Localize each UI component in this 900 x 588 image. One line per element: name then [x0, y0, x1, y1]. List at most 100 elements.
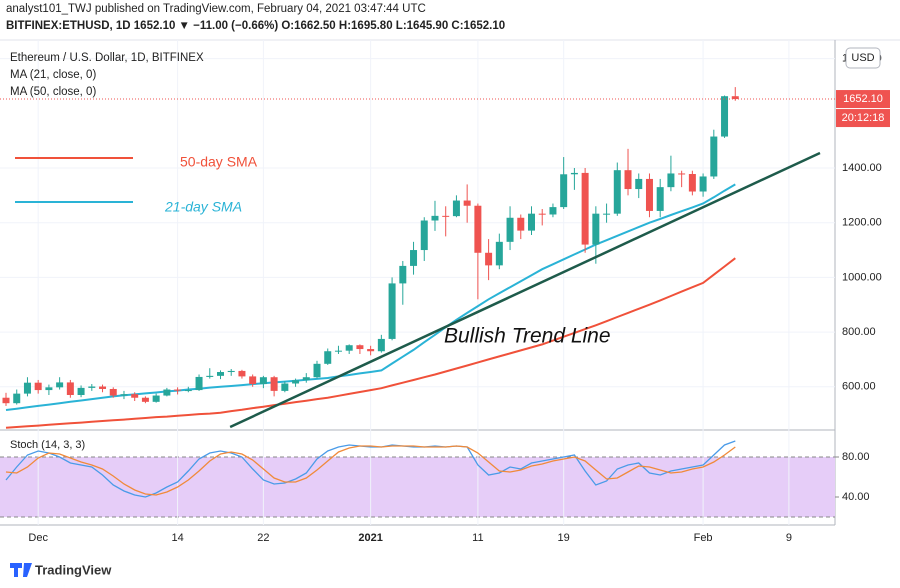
header-line1: analyst101_TWJ published on TradingView.… — [6, 3, 426, 15]
candle-body — [613, 170, 621, 214]
candle-body — [88, 386, 96, 388]
symbol-title: Ethereum / U.S. Dollar, 1D, BITFINEX — [10, 52, 204, 64]
y-tick-label: 1000.00 — [842, 271, 882, 283]
candle-body — [2, 397, 10, 404]
candle-body — [442, 215, 450, 217]
candle-body — [174, 389, 182, 391]
candle-body — [56, 382, 64, 388]
stoch-line — [5, 440, 736, 498]
candle-body — [45, 387, 53, 391]
candle-body — [216, 372, 224, 376]
candle-body — [678, 173, 686, 175]
candle-body — [710, 136, 718, 177]
x-tick-label: Feb — [694, 532, 713, 544]
candle-body — [667, 173, 675, 188]
candle-body — [431, 215, 439, 221]
candle-body — [452, 200, 460, 217]
candle-body — [485, 252, 493, 266]
candle-body — [206, 375, 214, 377]
tv-logo — [10, 563, 32, 577]
candle-body — [195, 376, 203, 391]
indicator-label: MA (21, close, 0) — [10, 69, 96, 81]
candle-body — [270, 377, 278, 391]
stoch-line — [5, 445, 736, 496]
candle-body — [99, 386, 107, 389]
candle-body — [377, 338, 385, 352]
candle-body — [399, 265, 407, 284]
candle-body — [420, 220, 428, 251]
candle-body — [495, 241, 503, 266]
candle-body — [292, 380, 300, 384]
sma-line — [5, 257, 736, 429]
candle-body — [334, 350, 342, 352]
stoch-tick-label: 40.00 — [842, 491, 870, 503]
candle-body — [635, 178, 643, 190]
currency-button[interactable] — [845, 47, 881, 69]
candle-body — [163, 389, 171, 396]
candle-body — [302, 377, 310, 381]
countdown-tag — [836, 109, 890, 128]
legend-label: 50-day SMA — [180, 154, 258, 170]
candle-body — [259, 377, 267, 385]
last-price-tag — [836, 90, 890, 109]
candle-body — [731, 96, 739, 100]
candle-body — [367, 349, 375, 352]
candle-body — [313, 363, 321, 378]
candle-body — [281, 383, 289, 391]
y-tick-label: 600.00 — [842, 381, 876, 393]
candle-body — [13, 393, 21, 404]
candle-body — [345, 345, 353, 351]
candle-body — [570, 172, 578, 175]
y-tick-label: 1200.00 — [842, 217, 882, 229]
x-tick-label: 22 — [257, 532, 269, 544]
candle-body — [120, 394, 128, 396]
candle-body — [603, 213, 611, 215]
candle-body — [474, 205, 482, 253]
annotation-label: Bullish Trend Line — [444, 325, 611, 348]
candle-body — [356, 345, 364, 350]
footer-brand: TradingView — [35, 562, 112, 577]
candle-body — [23, 382, 31, 394]
x-tick-label: 9 — [786, 532, 792, 544]
indicator-label: MA (50, close, 0) — [10, 86, 96, 98]
candle-body — [249, 376, 257, 385]
candle-body — [109, 388, 117, 396]
candle-body — [388, 283, 396, 339]
candle-body — [560, 174, 568, 208]
legend-label: 21-day SMA — [164, 199, 242, 215]
candle-body — [77, 387, 85, 395]
candle-body — [506, 217, 514, 242]
candle-body — [581, 172, 589, 245]
x-tick-label: 14 — [171, 532, 183, 544]
candle-body — [645, 178, 653, 211]
candle-body — [538, 213, 546, 215]
candle-body — [656, 187, 664, 211]
candle-body — [592, 213, 600, 245]
stoch-band — [0, 457, 835, 517]
candle-body — [624, 170, 632, 190]
countdown-label: 20:12:18 — [842, 112, 885, 124]
candle-body — [152, 395, 160, 402]
candle-body — [549, 207, 557, 215]
candle-body — [141, 397, 149, 402]
candle-body — [34, 382, 42, 391]
x-tick-label: Dec — [28, 532, 48, 544]
candle-body — [463, 200, 471, 206]
candle-body — [131, 394, 139, 398]
x-tick-label: 11 — [472, 532, 483, 544]
candle-body — [699, 176, 707, 192]
y-tick-label: 800.00 — [842, 326, 876, 338]
candle-body — [238, 370, 246, 377]
candle-body — [688, 174, 696, 192]
candle-body — [324, 351, 332, 364]
candle-body — [721, 96, 729, 137]
x-tick-label: 2021 — [358, 532, 382, 544]
stoch-tick-label: 80.00 — [842, 451, 870, 463]
candle-body — [184, 390, 192, 392]
last-price-label: 1652.10 — [843, 93, 883, 105]
currency-label[interactable]: USD — [851, 52, 874, 64]
sma-line — [5, 183, 736, 411]
trend-line — [229, 151, 821, 429]
